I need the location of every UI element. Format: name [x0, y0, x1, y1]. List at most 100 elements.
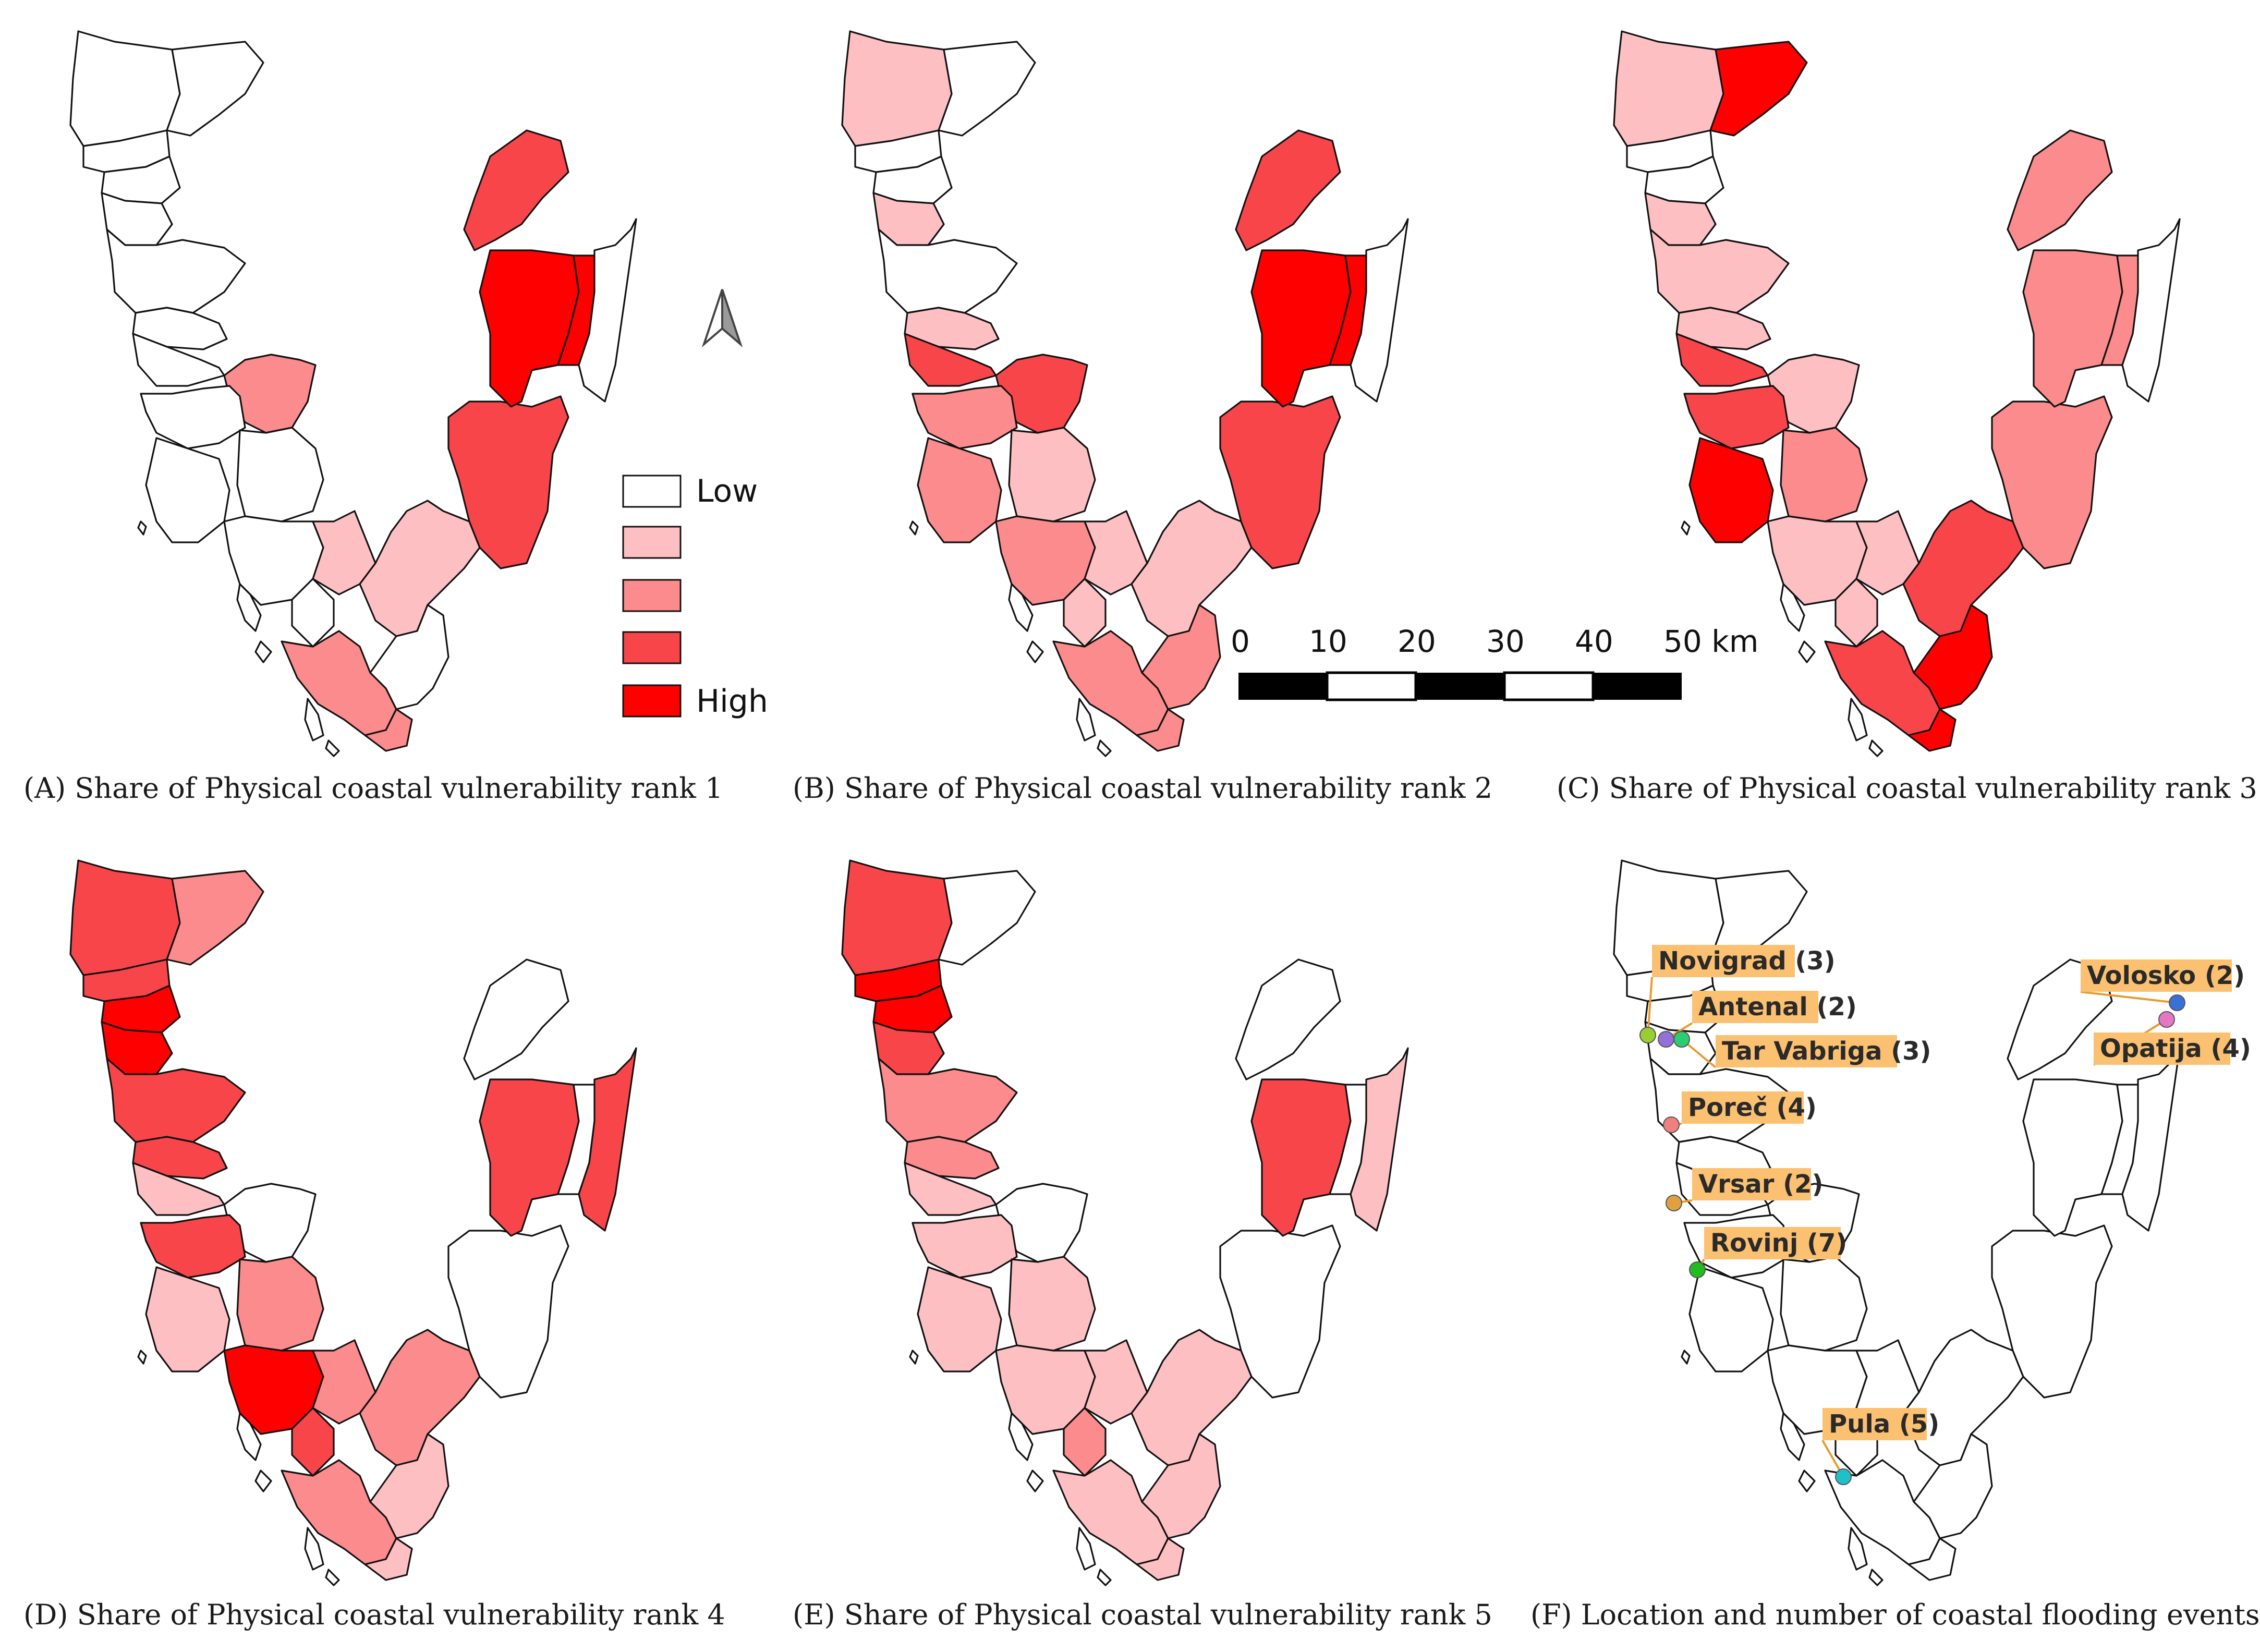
legend-swatch-high: [622, 684, 682, 718]
municipality-18: [1136, 708, 1185, 752]
municipality-12: [1008, 1256, 1096, 1352]
municipality-24: [1350, 218, 1409, 403]
municipality-17: [1052, 630, 1169, 736]
north-arrow-icon: [701, 289, 743, 348]
municipality-2: [166, 870, 264, 966]
municipality-2: [938, 870, 1036, 966]
municipality-1: [69, 859, 181, 976]
municipality-16: [1902, 1329, 2024, 1466]
caption-panel-c: (C) Share of Physical coastal vulnerabil…: [1557, 772, 2257, 805]
municipality-16: [359, 1329, 481, 1466]
municipality-1: [841, 30, 953, 147]
municipality-6: [106, 1058, 246, 1143]
municipality-22: [2022, 249, 2123, 408]
municipality-17: [281, 630, 397, 736]
flood-event-marker: [1639, 1027, 1656, 1043]
municipality-11: [1688, 437, 1774, 543]
municipality-22: [479, 1078, 580, 1237]
municipality-22: [1250, 1078, 1352, 1237]
municipality-17: [1052, 1459, 1169, 1565]
municipality-2: [1709, 41, 1808, 137]
municipality-16: [1131, 1329, 1253, 1466]
municipality-10: [912, 385, 1018, 450]
municipality-16: [359, 500, 481, 637]
municipality-20: [1235, 958, 1341, 1080]
municipality-22: [1250, 249, 1352, 408]
flood-label-box: [1692, 991, 1818, 1023]
map-panel-d: [69, 859, 637, 1586]
municipality-12: [236, 427, 324, 523]
flood-label: Opatija (4): [2100, 1034, 2251, 1063]
scale-tick-0: 0: [1231, 624, 1250, 659]
flood-event-marker: [1673, 1031, 1690, 1048]
municipality-18: [1136, 1537, 1185, 1581]
scale-tick-50km: 50 km: [1663, 624, 1758, 659]
municipality-1: [841, 859, 953, 976]
flood-leader-line: [2080, 991, 2178, 1004]
flood-event-marker: [1658, 1031, 1674, 1048]
municipality-10: [1683, 385, 1790, 450]
flood-label-box: [1716, 1035, 1897, 1067]
scale-tick-30: 30: [1486, 624, 1525, 659]
municipality-6: [878, 228, 1018, 314]
municipality-17: [1824, 630, 1941, 736]
municipality-22: [2022, 1078, 2123, 1237]
flood-leader-line: [1647, 977, 1653, 1036]
municipality-19: [1141, 604, 1221, 710]
municipality-20: [463, 129, 569, 251]
municipality-12: [1780, 427, 1868, 523]
legend-swatch-class-1: [622, 526, 682, 559]
municipality-12: [1780, 1256, 1868, 1352]
legend-swatch-low: [622, 475, 682, 508]
flood-label: Antenal (2): [1698, 992, 1857, 1022]
legend-high-label: High: [696, 683, 768, 720]
scale-tick-20: 20: [1398, 624, 1436, 659]
flood-event-marker: [1835, 1468, 1852, 1485]
map-panel-c: [1613, 30, 2181, 757]
municipality-18: [364, 708, 413, 752]
flood-label-box: [1682, 1091, 1804, 1124]
municipality-11: [917, 437, 1002, 543]
caption-panel-b: (B) Share of Physical coastal vulnerabil…: [793, 772, 1492, 805]
municipality-11: [145, 1266, 230, 1372]
municipality-1: [69, 30, 181, 147]
flood-label-box: [1692, 1168, 1811, 1200]
municipality-6: [106, 228, 246, 314]
municipality-11: [1688, 1266, 1774, 1372]
municipality-20: [463, 958, 569, 1080]
map-panel-b: [841, 30, 1409, 757]
municipality-18: [1907, 1537, 1957, 1581]
municipality-24: [1350, 1047, 1409, 1232]
flood-label: Poreč (4): [1688, 1093, 1817, 1122]
municipality-16: [1902, 500, 2024, 637]
municipality-20: [1235, 129, 1341, 251]
scale-bar: 0 10 20 30 40 50 km: [1231, 624, 1758, 701]
flood-label-box: [1822, 1408, 1927, 1440]
flood-label-box: [2094, 1032, 2230, 1065]
legend-swatch-class-2: [622, 579, 682, 612]
flood-event-marker: [2169, 994, 2185, 1011]
municipality-19: [1913, 604, 1993, 710]
flood-event-marker: [1663, 1116, 1680, 1133]
map-panel-a: [69, 30, 637, 757]
flood-label-box: [2081, 959, 2232, 992]
flood-event-marker: [2158, 1011, 2175, 1028]
flood-label: Volosko (2): [2087, 961, 2245, 990]
municipality-12: [1008, 427, 1096, 523]
flood-event-marker: [1689, 1261, 1706, 1278]
municipality-2: [1709, 870, 1808, 966]
municipality-10: [140, 385, 246, 450]
municipality-12: [236, 1256, 324, 1352]
flood-label: Novigrad (3): [1658, 946, 1836, 976]
legend-swatch-class-3: [622, 631, 682, 664]
scale-tick-10: 10: [1309, 624, 1347, 659]
flood-label-box: [1652, 945, 1795, 977]
municipality-6: [878, 1058, 1018, 1143]
caption-panel-d: (D) Share of Physical coastal vulnerabil…: [23, 1598, 725, 1631]
municipality-19: [1913, 1433, 1993, 1539]
municipality-20: [2007, 129, 2113, 251]
flood-label: Pula (5): [1829, 1410, 1939, 1439]
municipality-2: [166, 41, 264, 137]
caption-panel-f: (F) Location and number of coastal flood…: [1530, 1598, 2260, 1631]
flood-label: Rovinj (7): [1710, 1229, 1847, 1258]
